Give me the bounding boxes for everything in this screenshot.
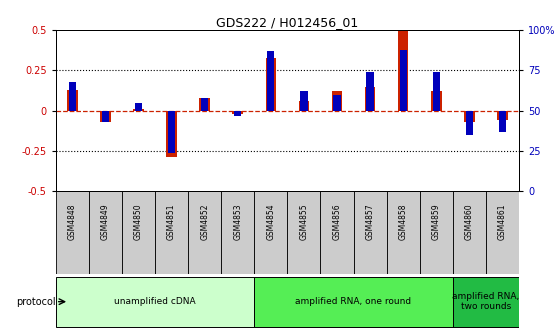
Bar <box>69 82 76 111</box>
Bar <box>320 191 354 274</box>
Bar <box>188 191 221 274</box>
Bar <box>89 191 122 274</box>
Bar <box>354 191 387 274</box>
Bar <box>133 109 144 111</box>
Bar <box>102 111 109 122</box>
Bar <box>365 87 376 111</box>
Bar <box>398 30 408 111</box>
Bar <box>464 111 475 122</box>
Title: GDS222 / H012456_01: GDS222 / H012456_01 <box>217 16 358 29</box>
Text: GSM4853: GSM4853 <box>233 204 242 240</box>
Bar <box>486 191 519 274</box>
Bar <box>266 57 276 111</box>
Bar <box>100 111 110 122</box>
Bar <box>155 191 188 274</box>
Bar <box>201 98 208 111</box>
Text: GSM4848: GSM4848 <box>68 204 77 240</box>
Text: GSM4857: GSM4857 <box>365 204 374 240</box>
Bar <box>299 101 309 111</box>
Text: GSM4856: GSM4856 <box>333 204 341 240</box>
Text: GSM4861: GSM4861 <box>498 204 507 240</box>
Bar <box>56 277 254 327</box>
Bar <box>453 277 519 327</box>
Text: GSM4851: GSM4851 <box>167 204 176 240</box>
Bar <box>166 111 177 158</box>
Bar <box>233 111 243 114</box>
Text: protocol: protocol <box>16 297 56 307</box>
Text: amplified RNA, one round: amplified RNA, one round <box>296 297 412 306</box>
Text: GSM4852: GSM4852 <box>200 204 209 240</box>
Text: GSM4860: GSM4860 <box>465 204 474 240</box>
Bar <box>453 191 486 274</box>
Bar <box>367 72 374 111</box>
Bar <box>466 111 473 135</box>
Bar <box>432 72 440 111</box>
Bar <box>56 191 89 274</box>
Bar <box>287 191 320 274</box>
Bar <box>168 111 175 153</box>
Bar <box>267 51 275 111</box>
Bar <box>67 90 78 111</box>
Text: GSM4849: GSM4849 <box>101 204 110 240</box>
Text: GSM4859: GSM4859 <box>432 204 441 240</box>
Bar <box>221 191 254 274</box>
Bar <box>135 103 142 111</box>
Text: GSM4855: GSM4855 <box>300 204 309 240</box>
Bar <box>300 91 307 111</box>
Bar <box>497 111 508 120</box>
Bar <box>431 91 441 111</box>
Bar <box>199 98 210 111</box>
Text: GSM4858: GSM4858 <box>398 204 408 240</box>
Bar <box>234 111 242 116</box>
Bar <box>387 191 420 274</box>
Bar <box>254 277 453 327</box>
Bar <box>254 191 287 274</box>
Bar <box>333 95 340 111</box>
Bar <box>499 111 506 132</box>
Bar <box>420 191 453 274</box>
Bar <box>331 91 342 111</box>
Text: amplified RNA,
two rounds: amplified RNA, two rounds <box>452 292 519 311</box>
Text: GSM4854: GSM4854 <box>266 204 275 240</box>
Bar <box>122 191 155 274</box>
Text: GSM4850: GSM4850 <box>134 204 143 240</box>
Bar <box>400 50 407 111</box>
Text: unamplified cDNA: unamplified cDNA <box>114 297 196 306</box>
